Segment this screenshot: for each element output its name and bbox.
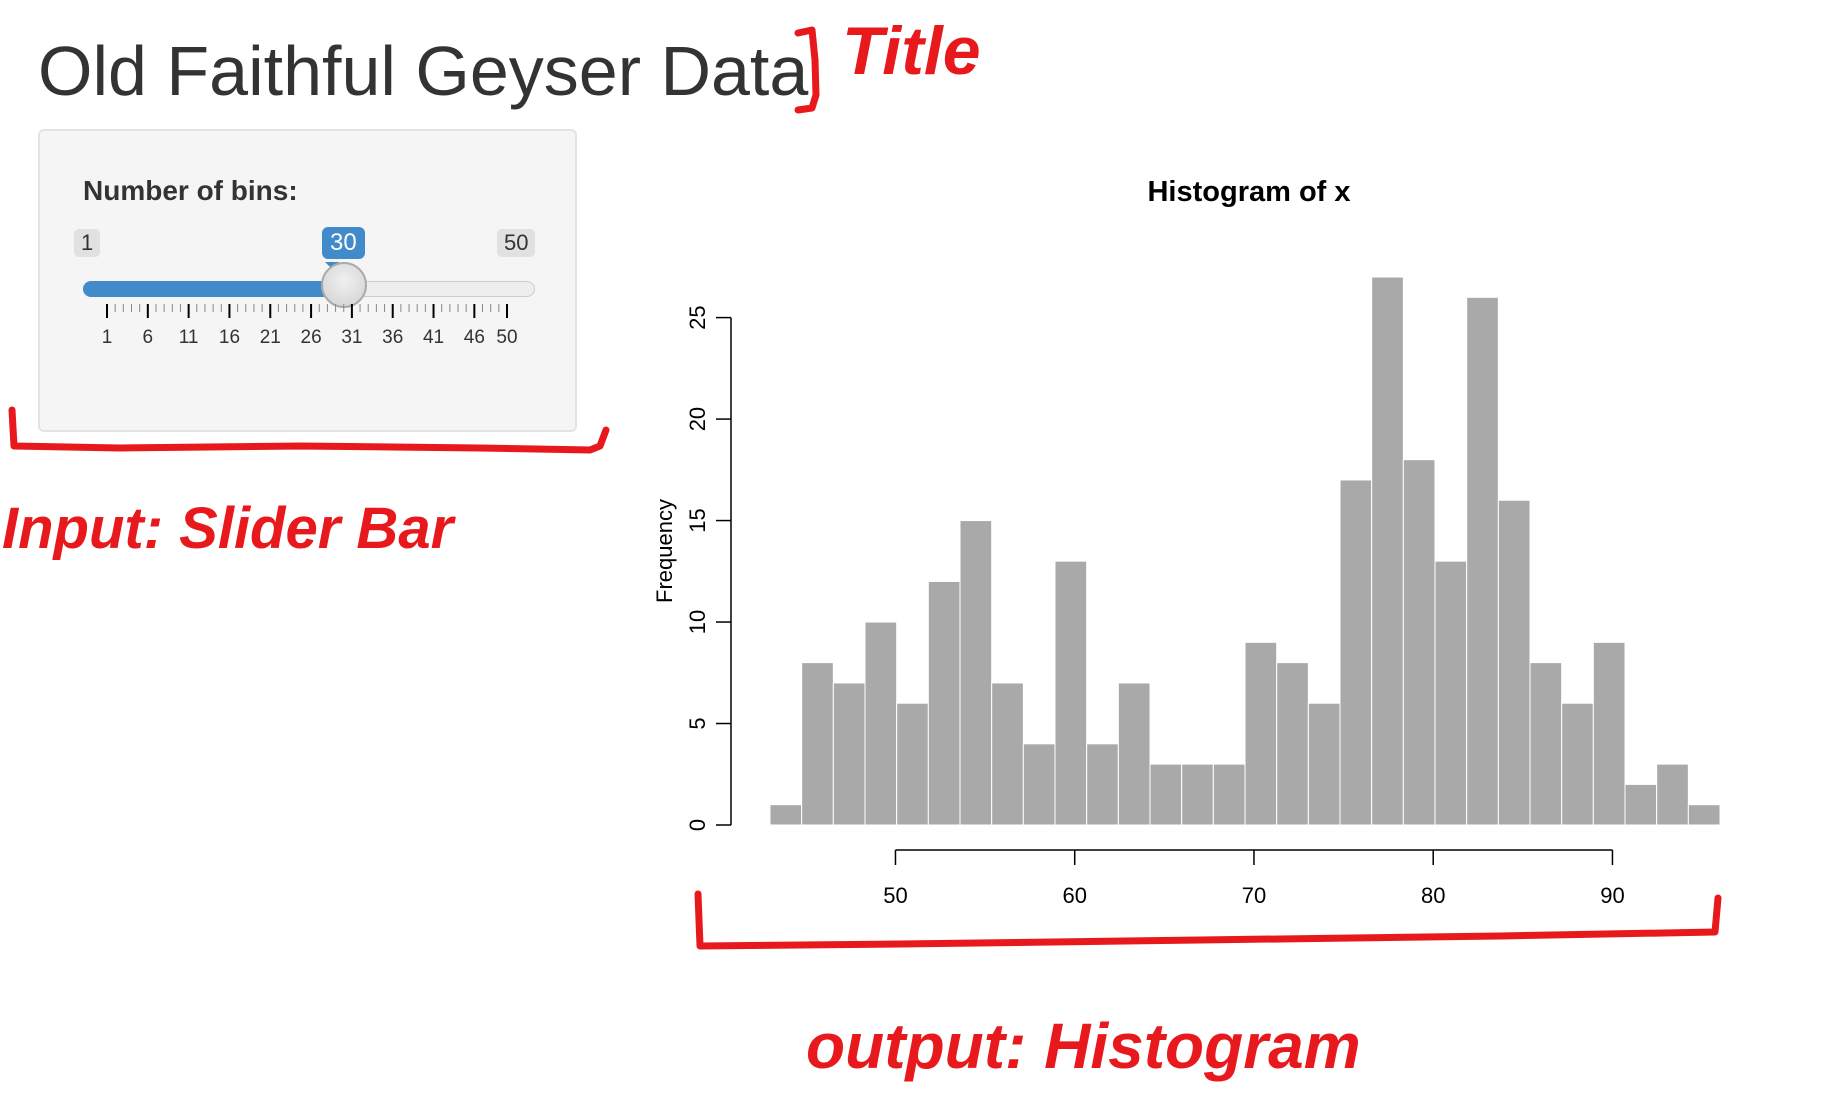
histogram-bar <box>1371 276 1404 826</box>
page-title: Old Faithful Geyser Data <box>38 32 809 110</box>
y-tick-label: 15 <box>685 508 710 532</box>
histogram-bar <box>1117 682 1151 826</box>
slider-tick-label: 21 <box>260 327 281 348</box>
histogram-bar <box>1307 702 1341 826</box>
slider-tick-label: 6 <box>143 327 154 348</box>
histogram-bar <box>1466 296 1499 826</box>
slider-handle[interactable] <box>320 262 367 308</box>
x-tick-label: 50 <box>883 883 907 908</box>
histogram-bar <box>1149 763 1183 826</box>
slider-tick-label: 16 <box>219 327 240 348</box>
y-axis-label: Frequency <box>652 499 677 603</box>
histogram-bar <box>801 662 834 826</box>
histogram-chart: Histogram of x 0 5 10 15 20 25 Frequency 50 60 70 8… <box>652 176 1721 908</box>
slider-tick-label: 31 <box>341 327 362 348</box>
slider-label: Number of bins: <box>83 175 298 206</box>
histogram-bar <box>1497 499 1531 826</box>
histogram-bar <box>769 804 803 826</box>
histogram-bar <box>896 702 929 826</box>
histogram-bar <box>1434 560 1468 826</box>
histogram-bar <box>1212 763 1246 826</box>
histogram-bar <box>1561 702 1594 826</box>
histogram-bar <box>832 682 866 826</box>
slider-tick-label: 50 <box>496 327 517 348</box>
histogram-bar <box>1022 743 1056 826</box>
y-tick-label: 5 <box>685 717 710 729</box>
histogram-bar <box>864 621 898 826</box>
histogram-bar <box>1402 459 1436 826</box>
histogram-bar <box>1687 804 1721 826</box>
chart-title: Histogram of x <box>1147 176 1350 208</box>
sidebar-panel: Number of bins: 1 50 30 1 6 11 16 21 26 31 36 41… <box>38 129 577 432</box>
annotation-title: Title <box>842 13 981 89</box>
slider-tick-label: 41 <box>423 327 444 348</box>
annotation-output: output: Histogram <box>806 1010 1361 1082</box>
slider-tick-label: 36 <box>382 327 403 348</box>
slider-tick-label: 46 <box>464 327 485 348</box>
x-tick-label: 60 <box>1062 883 1086 908</box>
slider-tick-label: 1 <box>102 327 113 348</box>
x-tick-label: 90 <box>1600 883 1624 908</box>
histogram-bar <box>959 520 993 826</box>
y-tick-label: 25 <box>685 305 710 329</box>
slider-fill <box>83 281 344 297</box>
histogram-bar <box>1592 641 1626 826</box>
histogram-bar <box>1339 479 1373 826</box>
slider-tick-label: 26 <box>301 327 322 348</box>
histogram-bar <box>1244 641 1278 826</box>
histogram-bar <box>1181 763 1214 826</box>
y-tick-label: 0 <box>685 819 710 831</box>
x-tick-label: 70 <box>1242 883 1266 908</box>
y-tick-label: 10 <box>685 610 710 634</box>
histogram-bar <box>1529 662 1563 826</box>
annotation-input: Input: Slider Bar <box>2 496 457 561</box>
slider-tick-grid: 1 6 11 16 21 26 31 36 41 46 50 <box>102 304 518 348</box>
y-tick-label: 20 <box>685 407 710 431</box>
histogram-bar <box>1086 743 1119 826</box>
slider-tick-label: 11 <box>179 327 199 348</box>
x-tick-label: 80 <box>1421 883 1445 908</box>
histogram-bar <box>927 580 961 826</box>
histogram-bar <box>1276 662 1309 826</box>
histogram-bar <box>1656 763 1689 826</box>
slider-min-label: 1 <box>74 229 101 257</box>
histogram-bar <box>991 682 1024 826</box>
slider-value-label: 30 <box>322 227 365 259</box>
slider-max-label: 50 <box>497 229 536 257</box>
histogram-bar <box>1624 783 1658 826</box>
histogram-bar <box>1054 560 1088 826</box>
